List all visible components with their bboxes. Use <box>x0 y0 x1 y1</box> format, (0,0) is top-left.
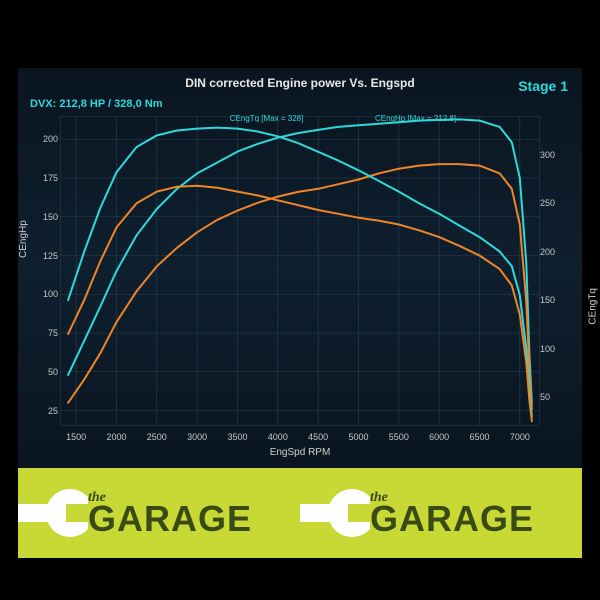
x-tick: 4000 <box>263 432 293 442</box>
logo-garage: GARAGE <box>88 504 252 535</box>
y2-tick: 200 <box>540 247 558 257</box>
y1-tick: 150 <box>42 212 58 222</box>
dyno-curves <box>60 116 540 426</box>
x-axis-label: EngSpd RPM <box>18 447 582 458</box>
logo-right: the GARAGE <box>300 468 582 558</box>
logo-text: the GARAGE <box>370 492 534 534</box>
footer-banner: the GARAGE the GARAGE <box>18 468 582 558</box>
y2-tick: 150 <box>540 295 558 305</box>
y-left-axis-label: CEngHp <box>18 220 29 258</box>
y2-tick: 100 <box>540 344 558 354</box>
x-tick: 3500 <box>222 432 252 442</box>
x-tick: 3000 <box>182 432 212 442</box>
logo-left: the GARAGE <box>18 468 300 558</box>
plot-area <box>60 116 540 426</box>
frame: DIN corrected Engine power Vs. Engspd St… <box>0 0 600 600</box>
y1-tick: 125 <box>42 251 58 261</box>
x-tick: 2500 <box>142 432 172 442</box>
y2-tick: 250 <box>540 198 558 208</box>
x-tick: 5500 <box>384 432 414 442</box>
y2-tick: 50 <box>540 392 558 402</box>
y1-tick: 25 <box>42 406 58 416</box>
x-tick: 4500 <box>303 432 333 442</box>
wrench-icon <box>18 468 88 558</box>
y1-tick: 50 <box>42 367 58 377</box>
logo-garage: GARAGE <box>370 504 534 535</box>
y1-tick: 200 <box>42 134 58 144</box>
dyno-chart-panel: DIN corrected Engine power Vs. Engspd St… <box>18 68 582 468</box>
y-right-axis-label: CEngTq <box>588 288 599 325</box>
y1-tick: 75 <box>42 328 58 338</box>
chart-title: DIN corrected Engine power Vs. Engspd <box>18 76 582 90</box>
wrench-icon <box>300 468 370 558</box>
y2-tick: 300 <box>540 150 558 160</box>
y1-tick: 175 <box>42 173 58 183</box>
x-tick: 1500 <box>61 432 91 442</box>
logo-text: the GARAGE <box>88 492 252 534</box>
x-tick: 5000 <box>343 432 373 442</box>
stage-label: Stage 1 <box>518 78 568 94</box>
x-tick: 7000 <box>505 432 535 442</box>
dvx-readout: DVX: 212,8 HP / 328,0 Nm <box>30 98 162 110</box>
x-tick: 6000 <box>424 432 454 442</box>
x-tick: 2000 <box>101 432 131 442</box>
y1-tick: 100 <box>42 289 58 299</box>
series-annotation: CEngTq [Max = 328] <box>230 114 304 123</box>
x-tick: 6500 <box>464 432 494 442</box>
series-annotation: CEngHp [Max = 212.8] <box>375 114 456 123</box>
